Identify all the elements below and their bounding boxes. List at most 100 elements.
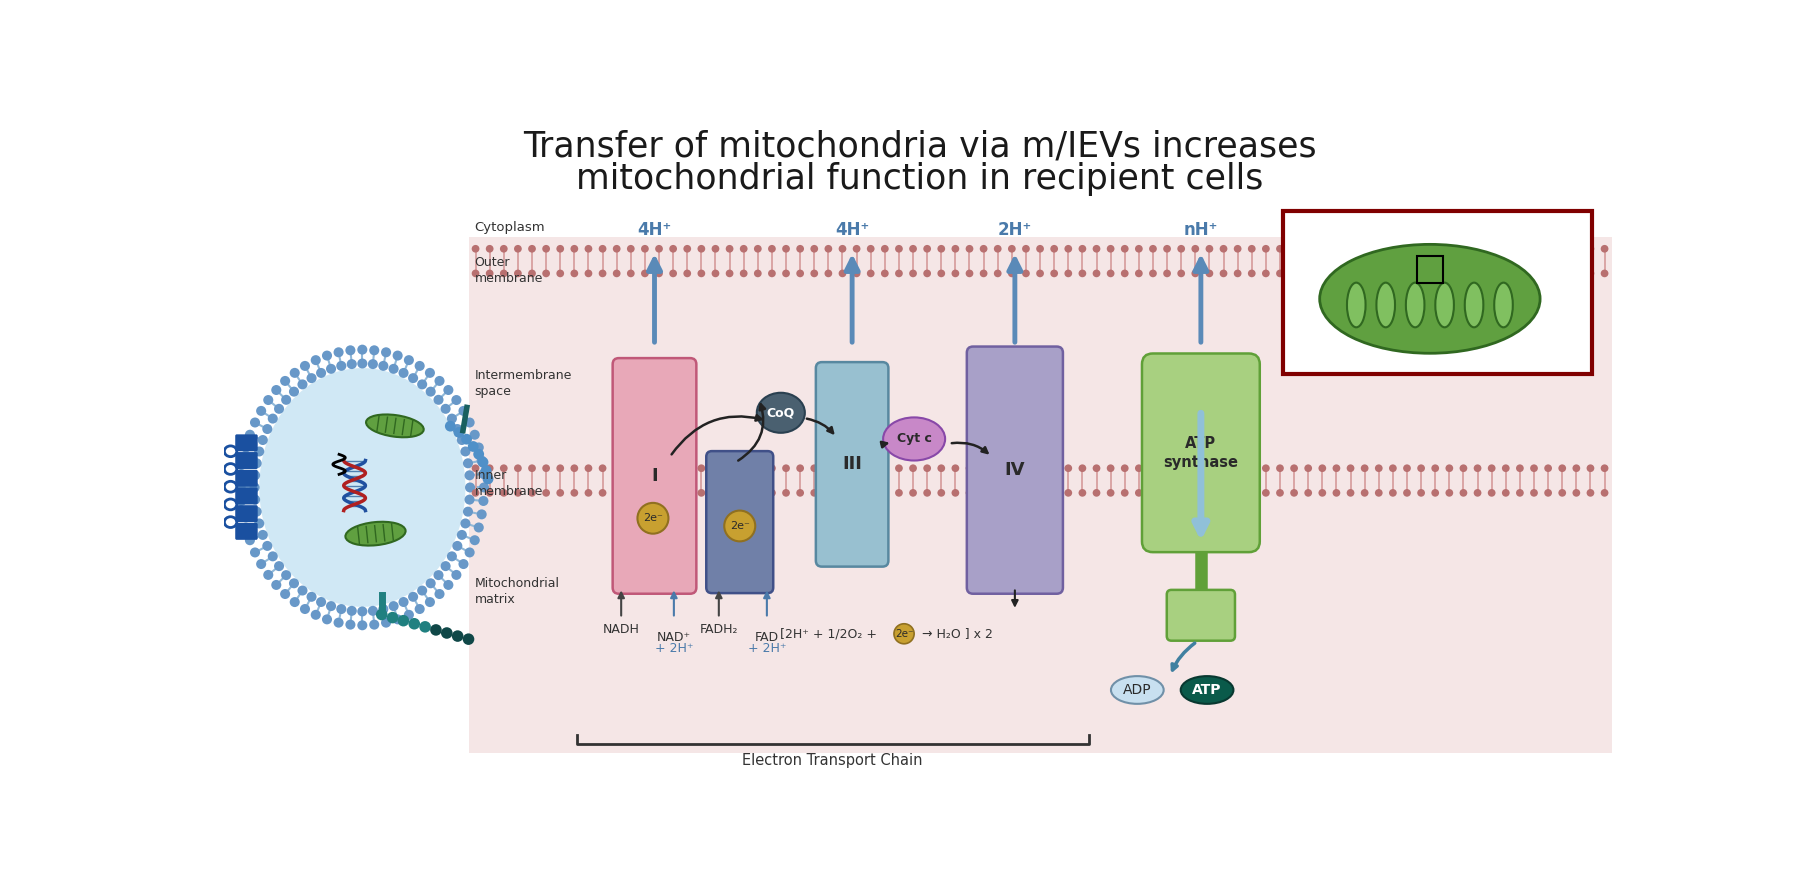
Circle shape: [754, 464, 761, 472]
Circle shape: [251, 458, 262, 469]
Circle shape: [824, 245, 833, 253]
Circle shape: [994, 245, 1002, 253]
Circle shape: [585, 269, 592, 277]
Circle shape: [867, 489, 874, 497]
Circle shape: [267, 414, 278, 424]
Circle shape: [407, 373, 418, 383]
Circle shape: [1050, 245, 1057, 253]
Circle shape: [867, 245, 874, 253]
Text: mitochondrial function in recipient cells: mitochondrial function in recipient cell…: [576, 162, 1264, 197]
Text: 2e⁻: 2e⁻: [643, 513, 662, 524]
Circle shape: [479, 469, 488, 479]
Circle shape: [1120, 245, 1129, 253]
Circle shape: [388, 364, 398, 374]
Circle shape: [1093, 269, 1100, 277]
Circle shape: [460, 447, 470, 456]
Circle shape: [783, 269, 790, 277]
Circle shape: [499, 269, 508, 277]
Circle shape: [1319, 489, 1327, 497]
FancyBboxPatch shape: [235, 505, 258, 522]
Circle shape: [1502, 489, 1510, 497]
Circle shape: [1009, 269, 1016, 277]
Circle shape: [280, 589, 291, 599]
Circle shape: [824, 489, 833, 497]
Circle shape: [1248, 245, 1256, 253]
Circle shape: [1431, 269, 1440, 277]
Circle shape: [670, 269, 677, 277]
Circle shape: [1488, 489, 1495, 497]
Circle shape: [472, 489, 479, 497]
Circle shape: [513, 464, 522, 472]
Circle shape: [1474, 269, 1481, 277]
Circle shape: [937, 464, 946, 472]
Circle shape: [262, 424, 273, 434]
Circle shape: [1093, 464, 1100, 472]
Circle shape: [420, 621, 431, 633]
Circle shape: [641, 269, 648, 277]
Circle shape: [1445, 489, 1454, 497]
Circle shape: [626, 464, 635, 472]
Circle shape: [468, 441, 479, 452]
Circle shape: [1332, 245, 1341, 253]
Circle shape: [1418, 245, 1425, 253]
Circle shape: [528, 489, 537, 497]
Circle shape: [1009, 464, 1016, 472]
Circle shape: [388, 601, 398, 611]
Circle shape: [357, 620, 368, 630]
Circle shape: [386, 612, 398, 624]
Circle shape: [357, 359, 368, 369]
Circle shape: [1517, 489, 1524, 497]
Circle shape: [425, 368, 434, 377]
Circle shape: [1587, 245, 1594, 253]
FancyBboxPatch shape: [235, 434, 258, 451]
Circle shape: [740, 489, 747, 497]
Circle shape: [1361, 269, 1368, 277]
Circle shape: [797, 245, 804, 253]
Circle shape: [477, 455, 486, 465]
Circle shape: [1445, 464, 1454, 472]
Circle shape: [881, 245, 889, 253]
Circle shape: [1064, 464, 1072, 472]
Circle shape: [1050, 269, 1057, 277]
Circle shape: [370, 619, 379, 630]
Circle shape: [951, 489, 959, 497]
Circle shape: [923, 269, 932, 277]
Circle shape: [556, 489, 564, 497]
Circle shape: [239, 455, 248, 465]
Circle shape: [1120, 464, 1129, 472]
Circle shape: [670, 489, 677, 497]
Circle shape: [571, 269, 578, 277]
Circle shape: [600, 269, 607, 277]
Circle shape: [1149, 489, 1156, 497]
Circle shape: [1305, 269, 1312, 277]
Circle shape: [1036, 464, 1045, 472]
Circle shape: [1431, 464, 1440, 472]
Ellipse shape: [1493, 283, 1513, 327]
Circle shape: [896, 489, 903, 497]
Circle shape: [258, 530, 267, 540]
FancyBboxPatch shape: [1283, 211, 1592, 374]
Circle shape: [853, 269, 860, 277]
Circle shape: [447, 414, 458, 424]
Circle shape: [1149, 245, 1156, 253]
Circle shape: [345, 619, 355, 630]
Circle shape: [1192, 464, 1199, 472]
Circle shape: [1149, 464, 1156, 472]
Circle shape: [1219, 464, 1228, 472]
Text: II: II: [732, 513, 747, 531]
Circle shape: [451, 570, 461, 580]
Circle shape: [300, 361, 311, 371]
Text: Outer
membrane: Outer membrane: [474, 256, 544, 284]
Text: Electron Transport Chain: Electron Transport Chain: [743, 753, 923, 768]
Circle shape: [393, 351, 402, 361]
Circle shape: [1305, 464, 1312, 472]
Circle shape: [711, 269, 720, 277]
Circle shape: [1163, 489, 1170, 497]
Circle shape: [637, 503, 668, 533]
Circle shape: [754, 269, 761, 277]
Circle shape: [740, 269, 747, 277]
Circle shape: [1163, 464, 1170, 472]
Circle shape: [641, 245, 648, 253]
Circle shape: [1192, 245, 1199, 253]
Ellipse shape: [1465, 283, 1483, 327]
